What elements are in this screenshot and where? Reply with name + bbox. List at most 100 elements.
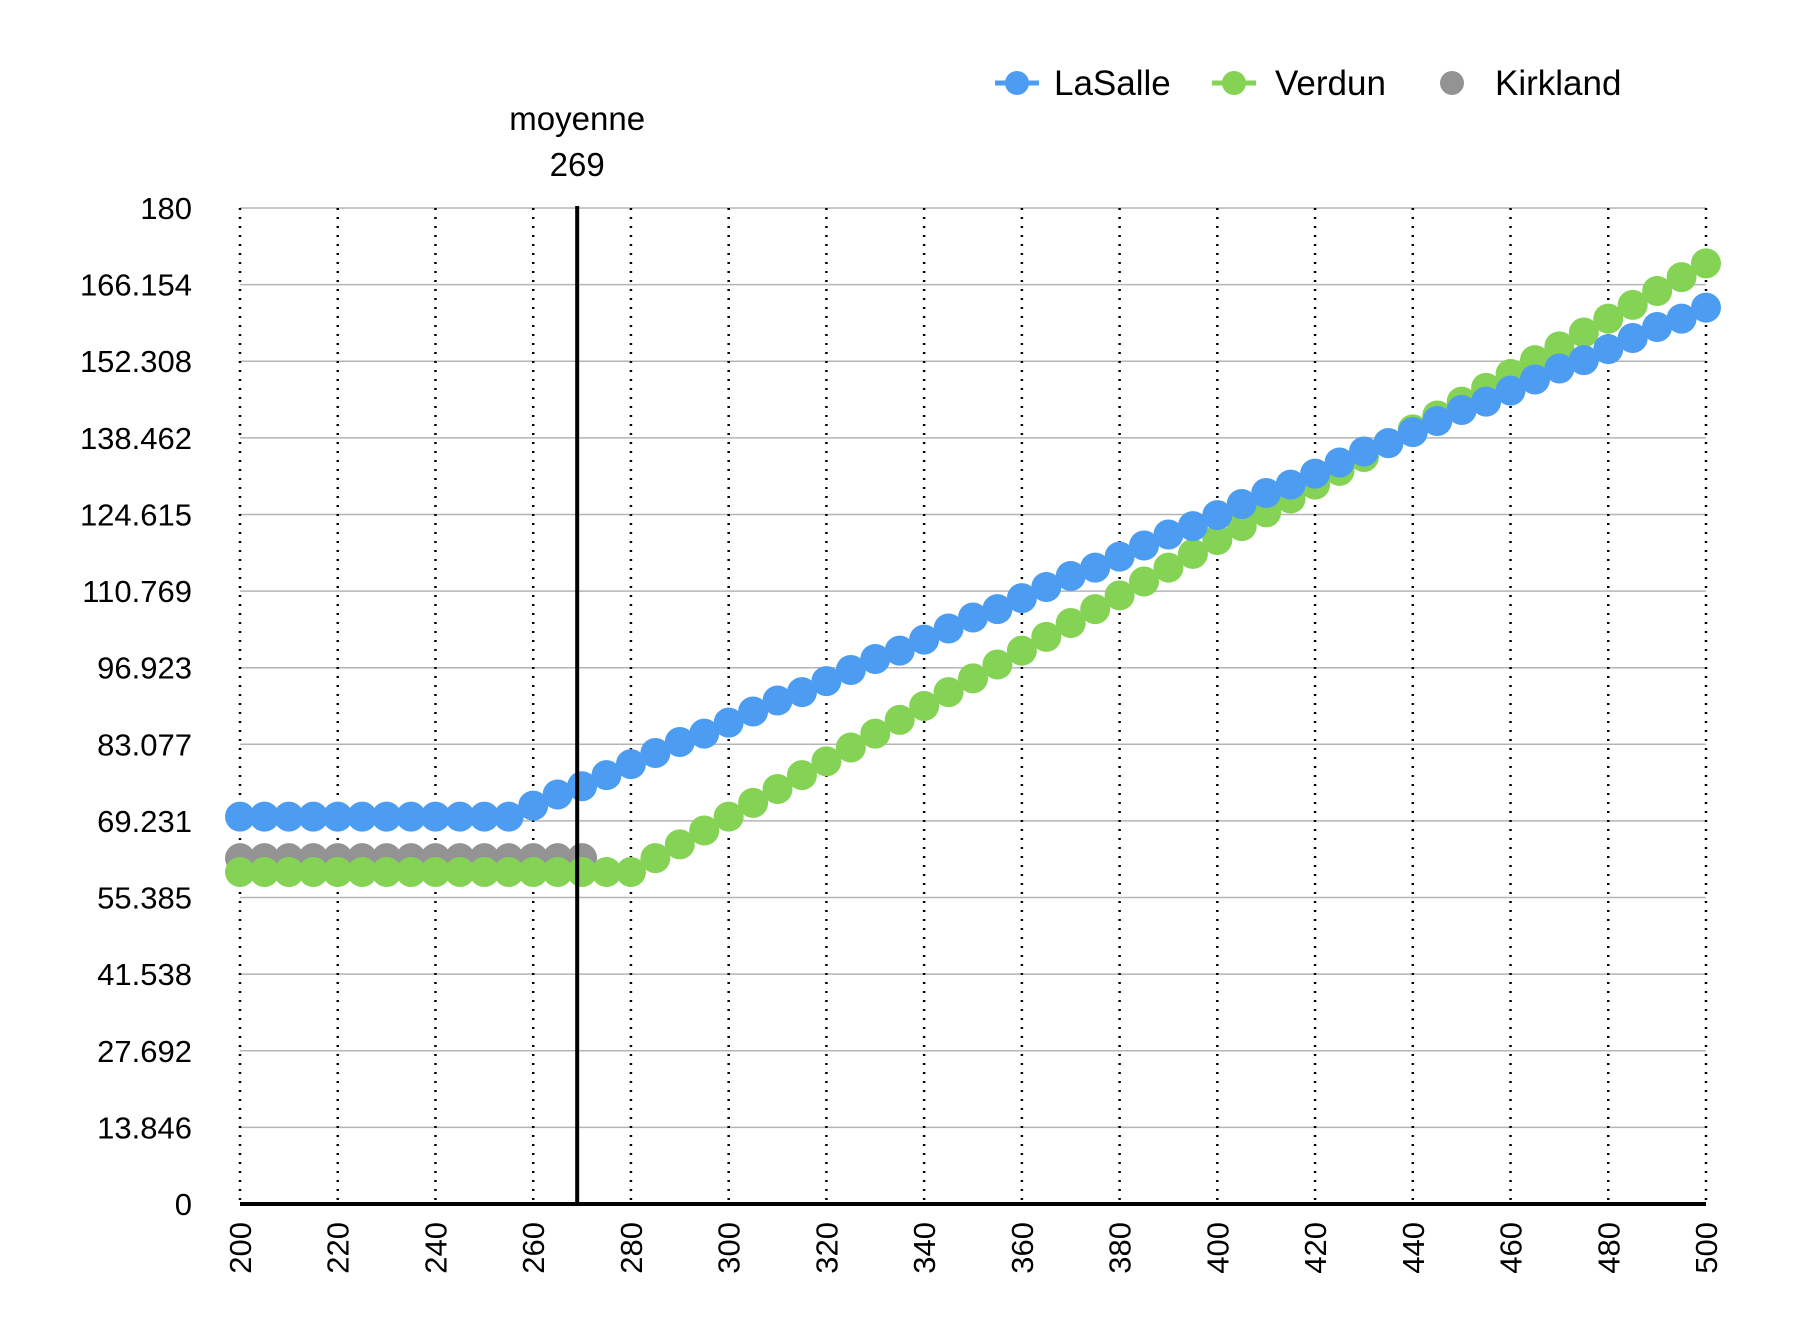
mean-annotation: moyenne 269 [509,100,645,1204]
point-verdun [1593,303,1624,334]
point-lasalle [1300,458,1331,489]
mean-label: moyenne [509,100,645,137]
point-lasalle [786,677,817,708]
point-verdun [420,857,451,887]
y-tick-label: 69.231 [97,804,192,839]
x-tick-label: 500 [1689,1222,1724,1274]
point-lasalle [1226,489,1257,520]
legend-marker-verdun [1222,71,1246,95]
point-lasalle [1446,394,1477,425]
x-tick-label: 200 [223,1222,258,1274]
point-verdun [1544,331,1575,362]
point-lasalle [591,760,622,791]
y-tick-label: 180 [140,191,192,226]
point-lasalle [762,685,793,716]
point-lasalle [1031,572,1062,603]
x-tick-label: 480 [1591,1222,1626,1274]
point-lasalle [933,613,964,644]
point-lasalle [713,707,744,738]
point-lasalle [1275,469,1306,500]
point-verdun [1642,276,1673,306]
point-verdun [762,774,793,804]
x-tick-label: 420 [1298,1222,1333,1274]
point-verdun [396,857,427,887]
point-verdun [493,857,524,887]
point-verdun [371,857,402,887]
point-lasalle [1177,511,1208,542]
point-lasalle [1397,417,1428,448]
series-verdun [225,248,1721,887]
point-verdun [738,787,769,818]
x-tick-label: 380 [1103,1222,1138,1274]
point-lasalle [567,771,598,802]
legend-label-kirkland: Kirkland [1495,64,1621,103]
x-tick-label: 280 [614,1222,649,1274]
point-lasalle [738,696,769,727]
point-verdun [1177,538,1208,569]
x-tick-label: 220 [321,1222,356,1274]
point-verdun [1226,511,1257,542]
y-tick-label: 96.923 [97,651,192,686]
y-tick-label: 124.615 [80,497,192,532]
point-lasalle [396,801,427,832]
point-verdun [542,857,573,887]
axes: 0 13.846 27.692 41.538 55.385 69.231 83.077 96.… [80,191,1724,1274]
x-tick-label: 240 [418,1222,453,1274]
point-lasalle [1055,560,1086,591]
y-tick-label: 0 [175,1187,192,1222]
point-lasalle [1202,500,1233,531]
point-lasalle [958,602,988,633]
point-lasalle [860,643,891,674]
x-tick-label: 360 [1005,1222,1040,1274]
y-tick-label: 55.385 [97,881,192,916]
point-verdun [1691,248,1721,279]
point-lasalle [1544,353,1575,384]
point-lasalle [444,801,475,832]
point-lasalle [322,801,353,832]
point-verdun [1617,289,1648,320]
point-verdun [689,815,720,846]
point-lasalle [542,779,573,810]
point-verdun [884,704,915,735]
legend-marker-kirkland [1440,71,1464,95]
point-lasalle [273,801,304,832]
point-verdun [444,857,475,887]
x-tick-label: 340 [907,1222,942,1274]
point-verdun [640,843,671,874]
point-lasalle [420,801,451,832]
legend-item-kirkland: Kirkland [1440,64,1621,103]
point-lasalle [1348,436,1379,467]
point-verdun [1129,566,1160,597]
point-lasalle [1471,386,1502,417]
point-verdun [982,649,1013,680]
point-lasalle [1519,364,1550,395]
y-tick-label: 41.538 [97,957,192,992]
point-verdun [518,857,549,887]
point-lasalle [909,624,940,655]
point-lasalle [664,726,695,757]
point-lasalle [1251,477,1282,508]
point-verdun [273,857,304,887]
point-verdun [835,732,866,763]
point-lasalle [835,655,866,686]
point-verdun [469,857,500,887]
point-lasalle [1006,583,1037,614]
x-tick-label: 260 [516,1222,551,1274]
point-lasalle [1129,530,1160,561]
x-tick-label: 440 [1396,1222,1431,1274]
y-tick-label: 13.846 [97,1110,192,1145]
x-tick-label: 460 [1494,1222,1529,1274]
point-verdun [958,663,988,694]
y-tick-label: 83.077 [97,727,192,762]
point-verdun [933,677,964,708]
point-verdun [860,718,891,749]
point-verdun [1080,594,1111,625]
point-lasalle [1104,541,1135,572]
point-verdun [225,857,255,887]
point-verdun [664,829,695,860]
point-lasalle [1691,292,1721,323]
point-verdun [713,801,744,832]
point-lasalle [1593,334,1624,365]
point-lasalle [1617,323,1648,354]
